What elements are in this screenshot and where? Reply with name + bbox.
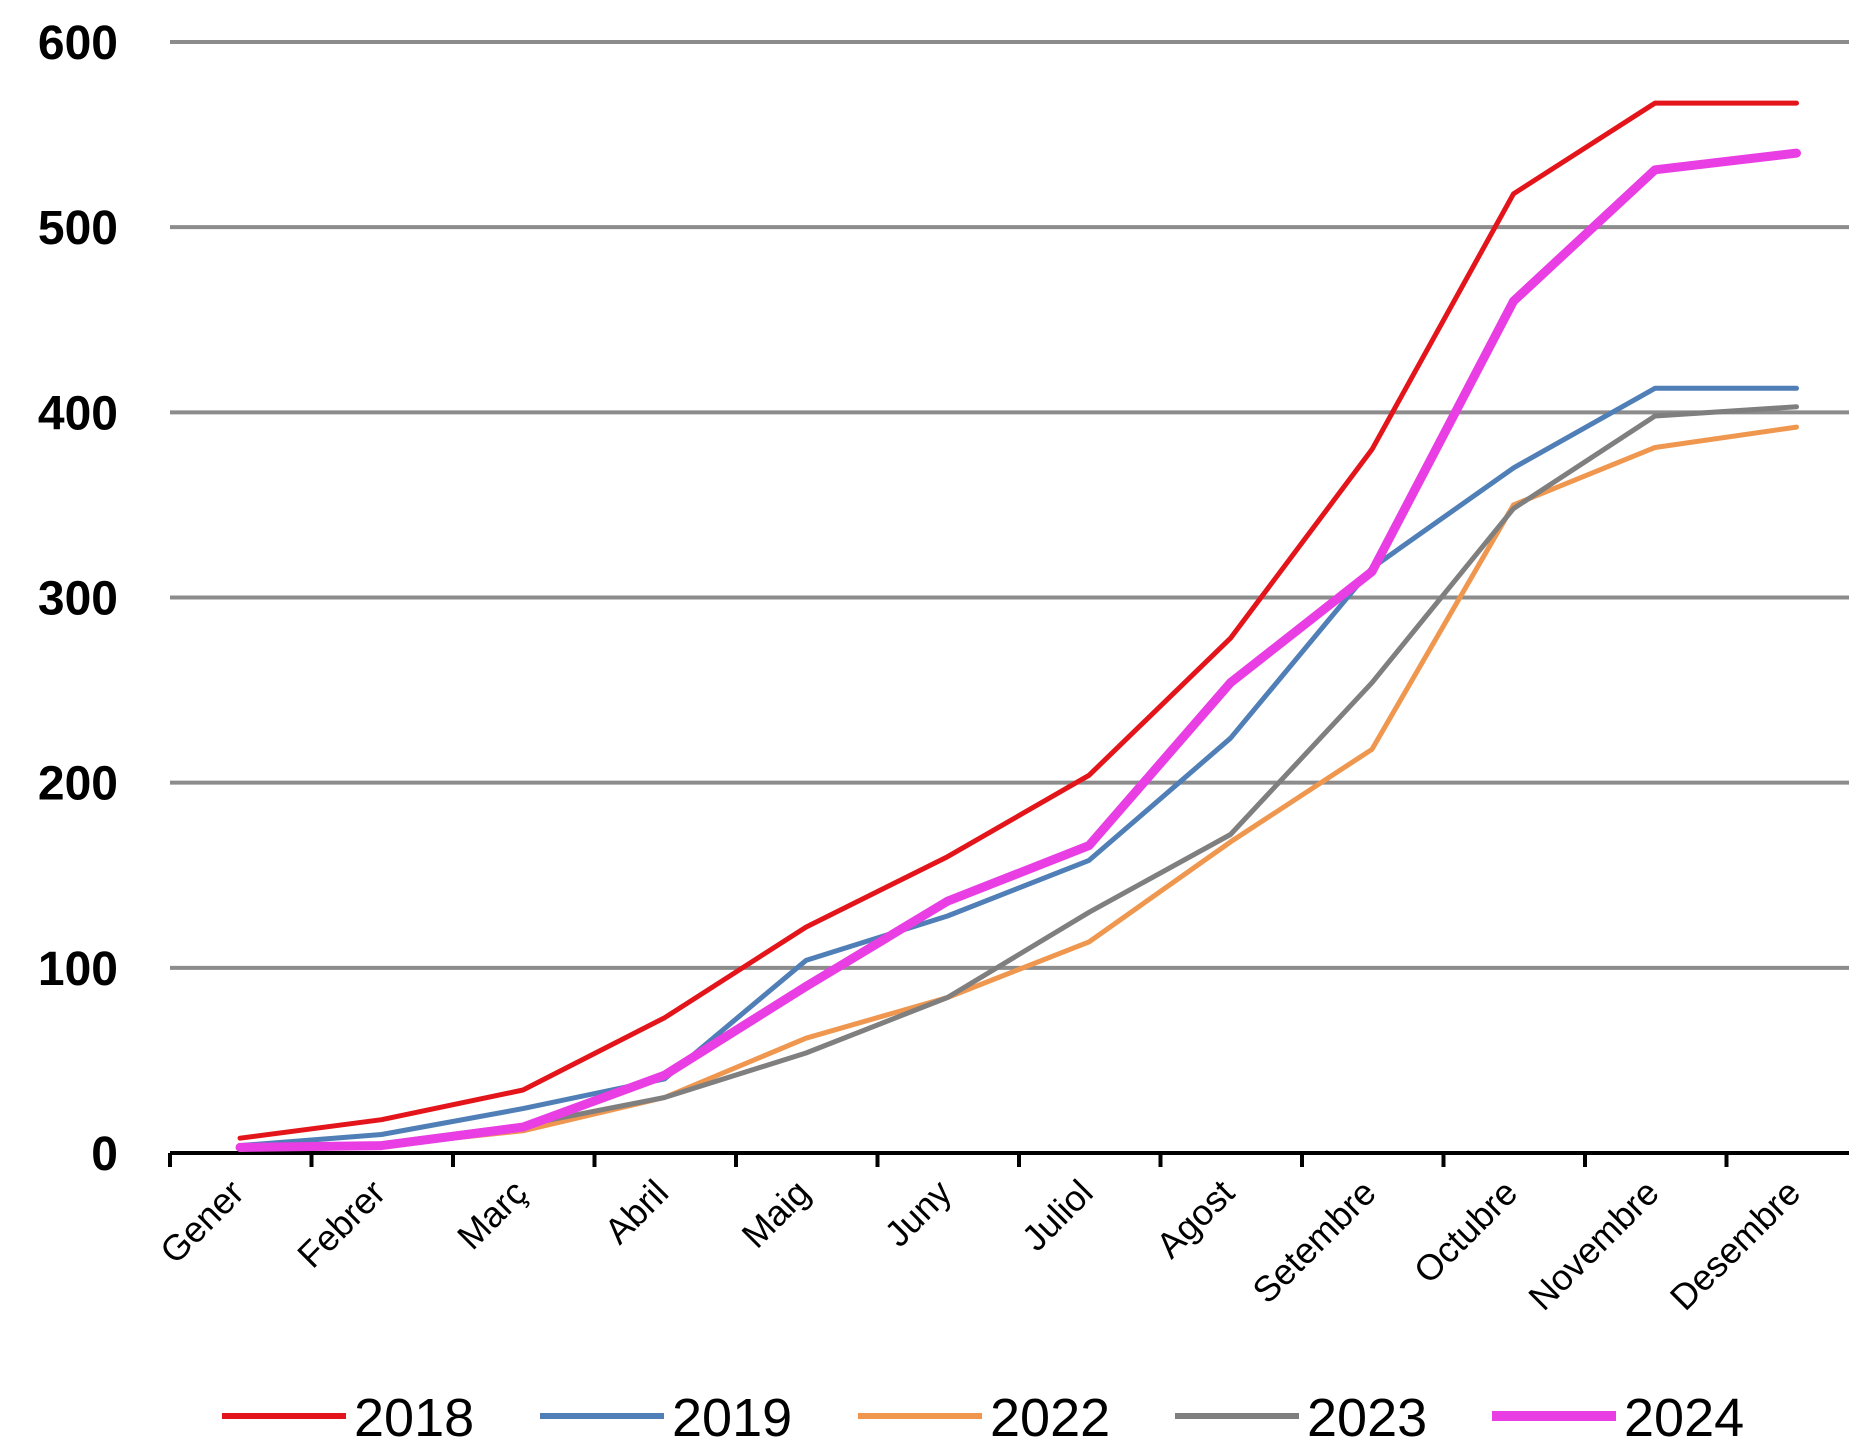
legend-label-2024: 2024	[1624, 1388, 1744, 1443]
legend-label-2018: 2018	[354, 1388, 474, 1443]
y-tick-label: 600	[38, 17, 118, 70]
y-tick-label: 300	[38, 573, 118, 626]
x-tick-label: Març	[449, 1172, 535, 1258]
series-line-2023	[237, 404, 1799, 1152]
series-line-2019	[237, 385, 1799, 1149]
x-tick-label: Octubre	[1406, 1172, 1526, 1292]
legend-label-2019: 2019	[672, 1388, 792, 1443]
x-tick-label: Maig	[733, 1172, 817, 1256]
series-line-2018	[237, 100, 1799, 1141]
series-line-2024	[235, 148, 1801, 1152]
series-line-2022	[237, 424, 1799, 1152]
y-axis-ticks: 0 100 200 300 400 500 600	[38, 17, 118, 1181]
x-tick-label: Abril	[596, 1172, 676, 1252]
y-tick-label: 500	[38, 202, 118, 255]
y-tick-label: 200	[38, 758, 118, 811]
gridlines	[170, 40, 1849, 970]
x-axis-ticks: Gener Febrer Març Abril Maig Juny Juliol Agost S…	[152, 1172, 1808, 1318]
y-tick-label: 100	[38, 943, 118, 996]
x-tick-label: Setembre	[1244, 1172, 1383, 1311]
x-axis	[168, 1151, 1849, 1167]
x-tick-label: Juny	[876, 1172, 959, 1255]
x-tick-label: Desembre	[1662, 1172, 1808, 1318]
y-tick-label: 400	[38, 387, 118, 440]
legend: 2018 2019 2022 2023 2024	[222, 1388, 1744, 1443]
legend-label-2022: 2022	[990, 1388, 1110, 1443]
y-tick-label: 0	[91, 1128, 118, 1181]
x-tick-label: Novembre	[1520, 1172, 1666, 1318]
x-tick-label: Agost	[1148, 1172, 1242, 1266]
series-lines	[235, 100, 1801, 1152]
x-tick-label: Febrer	[289, 1172, 393, 1276]
legend-label-2023: 2023	[1307, 1388, 1427, 1443]
x-tick-label: Juliol	[1014, 1172, 1101, 1259]
x-tick-label: Gener	[152, 1172, 252, 1272]
